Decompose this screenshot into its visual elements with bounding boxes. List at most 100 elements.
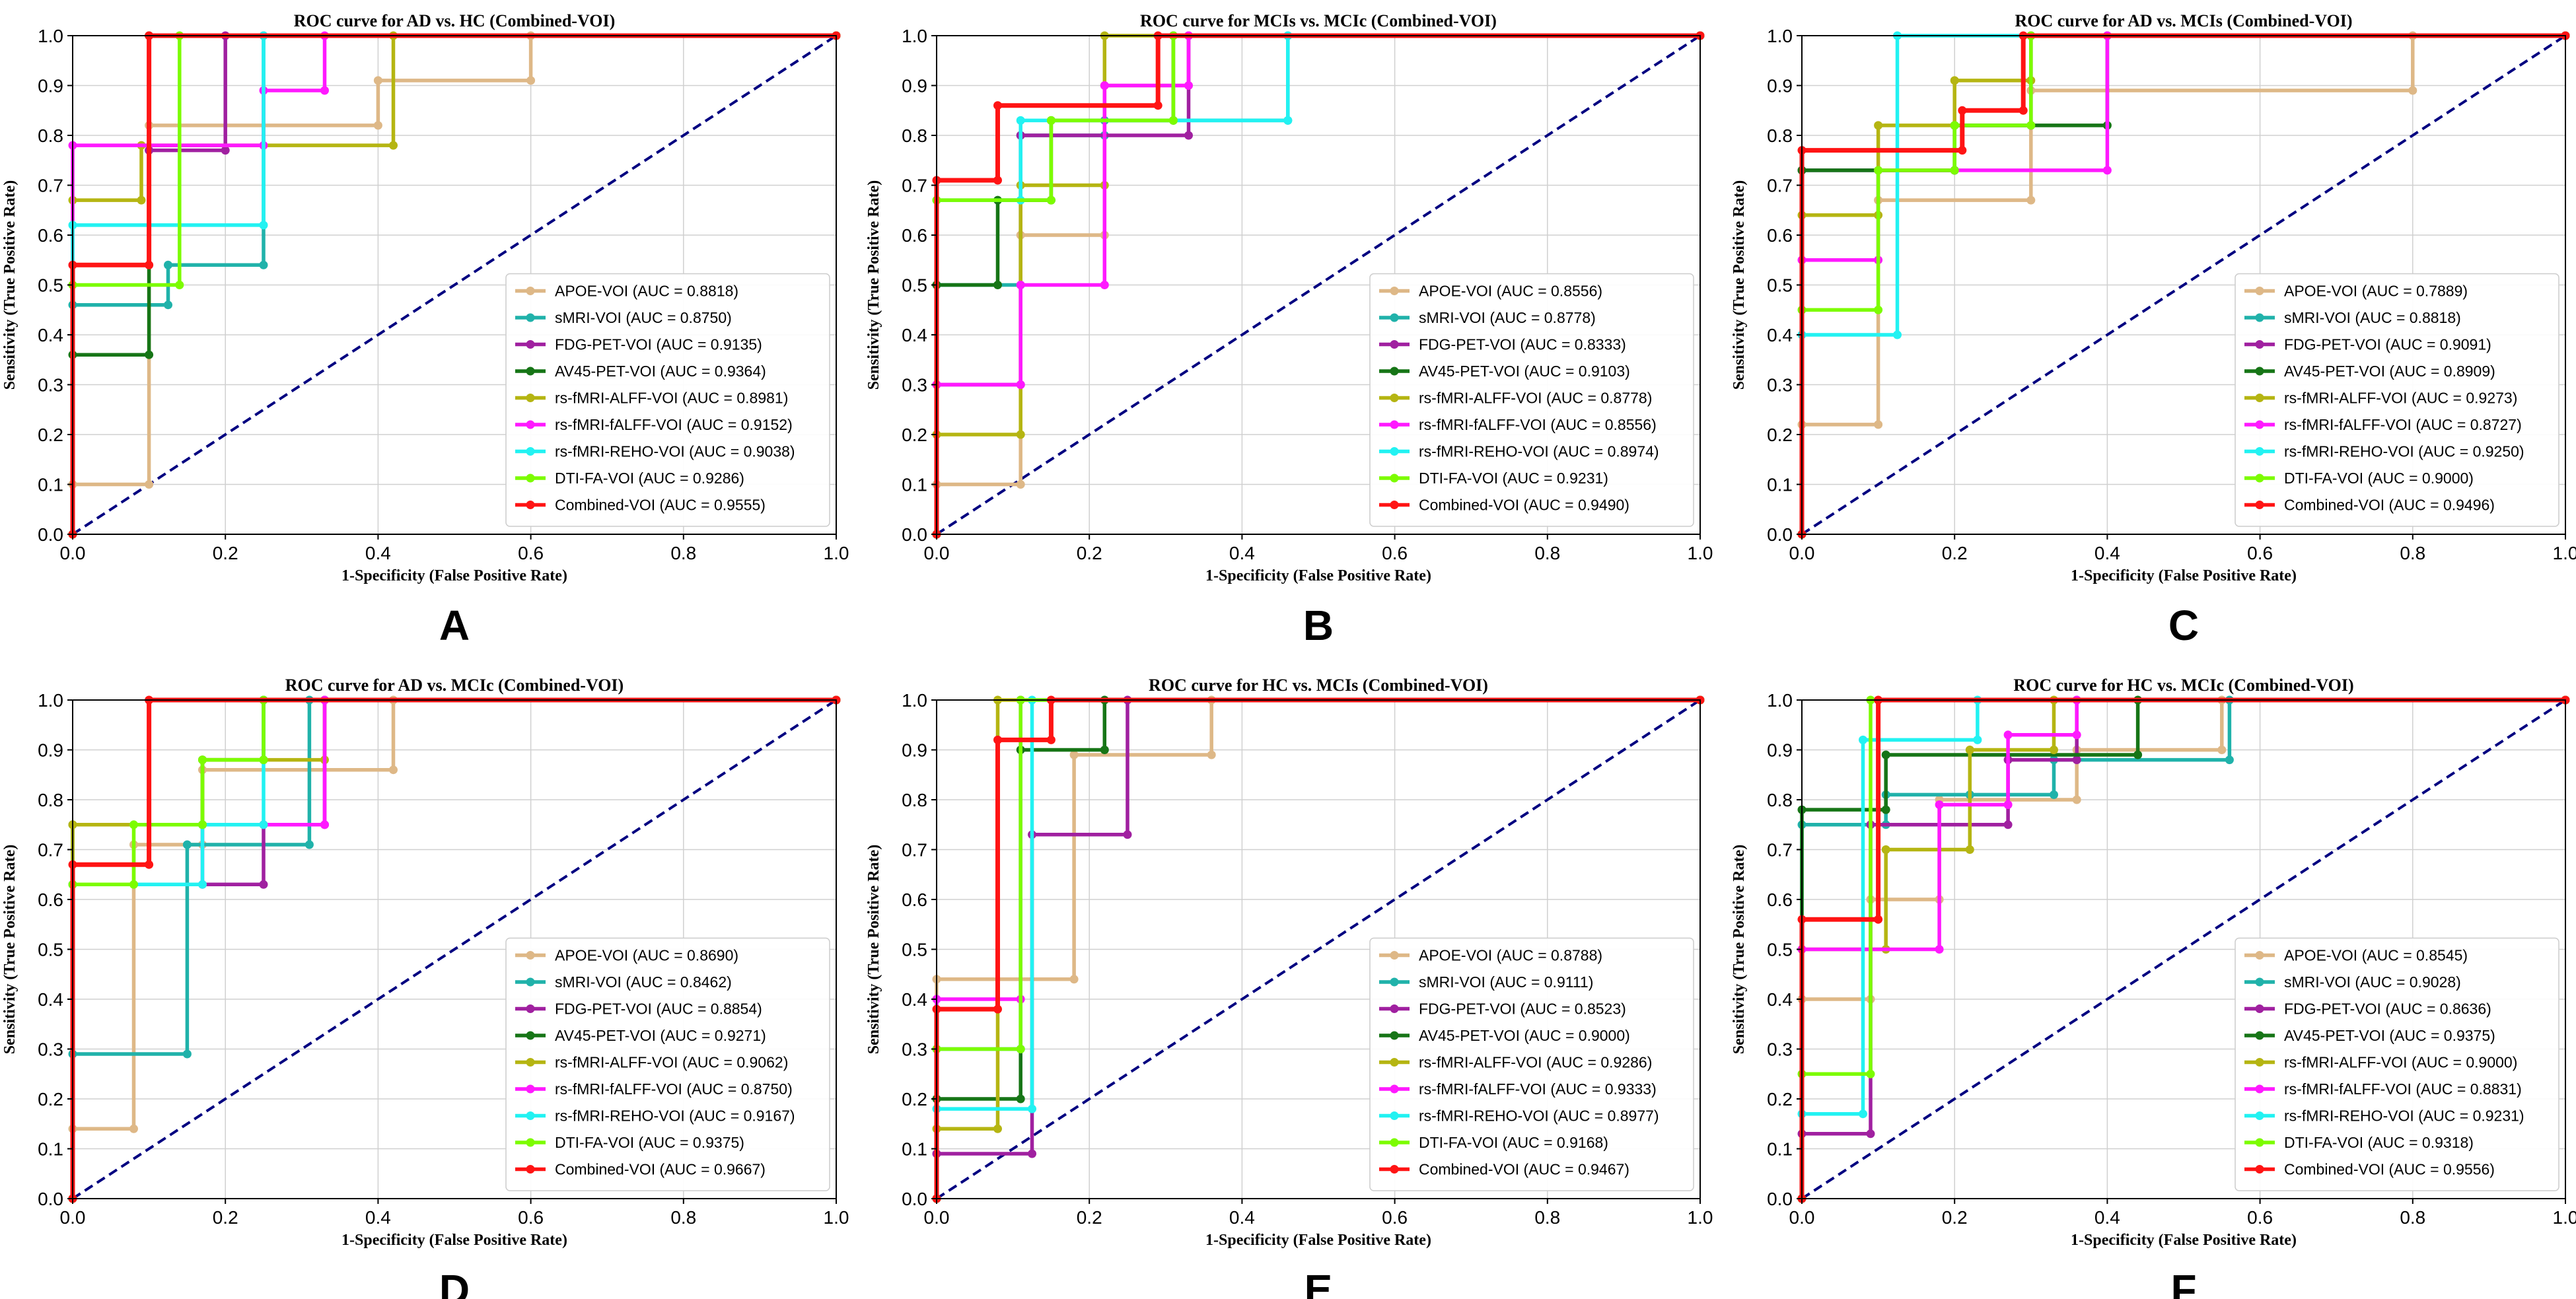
legend-entry: AV45-PET-VOI (AUC = 0.9375)	[2244, 1027, 2495, 1044]
legend-label: FDG-PET-VOI (AUC = 0.9091)	[2284, 336, 2491, 353]
legend-marker	[526, 1058, 535, 1067]
y-tick-label: 1.0	[902, 26, 927, 46]
legend-entry: DTI-FA-VOI (AUC = 0.9168)	[1379, 1134, 1608, 1151]
x-tick-label: 0.8	[1534, 543, 1560, 563]
roc-point	[2072, 730, 2081, 740]
legend-label: Combined-VOI (AUC = 0.9467)	[1419, 1161, 1629, 1178]
legend-marker	[2255, 1031, 2264, 1040]
legend-label: FDG-PET-VOI (AUC = 0.9135)	[555, 336, 762, 353]
roc-point	[182, 1049, 192, 1059]
y-tick-label: 1.0	[38, 26, 63, 46]
legend-entry: APOE-VOI (AUC = 0.8788)	[1379, 947, 1602, 964]
legend-label: rs-fMRI-ALFF-VOI (AUC = 0.8981)	[555, 390, 788, 407]
legend-entry: rs-fMRI-fALFF-VOI (AUC = 0.8750)	[515, 1080, 793, 1098]
legend-entry: sMRI-VOI (AUC = 0.8818)	[2244, 309, 2461, 326]
roc-point	[198, 755, 207, 765]
legend-marker	[2255, 1004, 2264, 1013]
roc-point	[1874, 166, 1883, 175]
legend-entry: Combined-VOI (AUC = 0.9496)	[2244, 497, 2495, 514]
roc-point	[1016, 281, 1025, 289]
legend-marker	[2255, 313, 2264, 322]
legend: APOE-VOI (AUC = 0.7889) sMRI-VOI (AUC = 0…	[2235, 273, 2559, 527]
legend-entry: FDG-PET-VOI (AUC = 0.9135)	[515, 336, 762, 353]
roc-point	[1016, 380, 1025, 389]
y-tick-label: 0.3	[1767, 1039, 1793, 1060]
y-tick-label: 0.0	[902, 524, 927, 545]
legend-marker	[526, 420, 535, 429]
y-axis-label: Sensitivity (True Positive Rate)	[1731, 845, 1748, 1055]
legend-label: rs-fMRI-ALFF-VOI (AUC = 0.8778)	[1419, 390, 1652, 407]
x-tick-label: 0.8	[1534, 1207, 1560, 1228]
roc-point	[1123, 830, 1132, 839]
roc-point	[389, 765, 398, 775]
legend-entry: sMRI-VOI (AUC = 0.8462)	[515, 973, 732, 991]
roc-point	[1866, 1069, 1875, 1078]
y-tick-label: 0.0	[902, 1189, 927, 1209]
roc-point	[198, 820, 207, 829]
roc-point	[1184, 131, 1193, 140]
legend-label: rs-fMRI-REHO-VOI (AUC = 0.9250)	[2284, 443, 2524, 460]
y-tick-label: 0.1	[1767, 475, 1793, 495]
y-tick-label: 0.3	[1767, 375, 1793, 396]
roc-point	[993, 1124, 1002, 1133]
roc-point	[259, 820, 268, 829]
roc-point	[145, 480, 154, 489]
legend-label: rs-fMRI-ALFF-VOI (AUC = 0.9000)	[2284, 1054, 2517, 1071]
y-tick-label: 0.8	[38, 125, 63, 146]
roc-point	[526, 76, 536, 85]
legend-entry: rs-fMRI-REHO-VOI (AUC = 0.9038)	[515, 443, 795, 460]
legend-entry: DTI-FA-VOI (AUC = 0.9231)	[1379, 470, 1608, 487]
legend-marker	[1390, 394, 1399, 402]
legend-label: DTI-FA-VOI (AUC = 0.9231)	[1419, 470, 1608, 487]
y-tick-label: 0.5	[902, 940, 927, 960]
legend-entry: rs-fMRI-fALFF-VOI (AUC = 0.8556)	[1379, 416, 1657, 433]
legend-label: DTI-FA-VOI (AUC = 0.9168)	[1419, 1134, 1608, 1151]
x-axis-label: 1-Specificity (False Positive Rate)	[1205, 1232, 1431, 1249]
x-tick-label: 1.0	[2553, 543, 2576, 563]
chance-diagonal	[71, 34, 838, 536]
x-axis-label: 1-Specificity (False Positive Rate)	[341, 567, 567, 584]
x-axis-label: 1-Specificity (False Positive Rate)	[1205, 567, 1431, 584]
y-tick-label: 0.1	[1767, 1139, 1793, 1160]
x-tick-label: 0.0	[924, 1207, 950, 1228]
x-tick-label: 1.0	[824, 543, 849, 563]
roc-point	[1100, 81, 1109, 90]
roc-point	[1874, 305, 1883, 314]
y-tick-label: 0.3	[38, 1039, 63, 1060]
legend-marker	[526, 1165, 535, 1174]
legend-entry: DTI-FA-VOI (AUC = 0.9318)	[2244, 1134, 2474, 1151]
roc-point	[1965, 845, 1974, 854]
legend-label: Combined-VOI (AUC = 0.9496)	[2284, 497, 2495, 514]
legend-label: sMRI-VOI (AUC = 0.9028)	[2284, 973, 2461, 991]
legend-label: AV45-PET-VOI (AUC = 0.9000)	[1419, 1027, 1630, 1044]
legend-entry: FDG-PET-VOI (AUC = 0.8333)	[1379, 336, 1626, 353]
roc-point	[1016, 430, 1025, 439]
roc-point	[2050, 746, 2058, 754]
panel-letter: C	[2168, 602, 2199, 649]
legend-entry: AV45-PET-VOI (AUC = 0.8909)	[2244, 363, 2495, 380]
legend-label: rs-fMRI-REHO-VOI (AUC = 0.8974)	[1419, 443, 1659, 460]
panel-title: ROC curve for AD vs. MCIs (Combined-VOI)	[2015, 11, 2352, 30]
legend-entry: Combined-VOI (AUC = 0.9490)	[1379, 497, 1629, 514]
roc-point	[221, 146, 230, 155]
roc-point	[373, 76, 382, 85]
roc-point	[993, 1004, 1002, 1014]
legend-entry: rs-fMRI-ALFF-VOI (AUC = 0.9062)	[515, 1054, 788, 1071]
legend-entry: Combined-VOI (AUC = 0.9555)	[515, 497, 766, 514]
legend-marker	[526, 340, 535, 349]
legend-marker	[2255, 287, 2264, 295]
legend-marker	[1390, 474, 1399, 483]
y-tick-label: 0.0	[1767, 1189, 1793, 1209]
x-tick-label: 0.6	[2247, 543, 2273, 563]
legend-entry: rs-fMRI-ALFF-VOI (AUC = 0.9000)	[2244, 1054, 2517, 1071]
roc-point	[2019, 106, 2028, 115]
legend-label: DTI-FA-VOI (AUC = 0.9318)	[2284, 1134, 2474, 1151]
legend-label: rs-fMRI-fALFF-VOI (AUC = 0.9333)	[1419, 1080, 1657, 1098]
roc-point	[1935, 945, 1944, 954]
legend-marker	[2255, 501, 2264, 509]
legend-entry: FDG-PET-VOI (AUC = 0.9091)	[2244, 336, 2491, 353]
roc-panel-b: 0.0 0.2 0.4 0.6 0.8 1.0 0.0 0.1 0.2 0.3 0.4 0.5 0.6 0…	[865, 11, 1713, 649]
legend-label: DTI-FA-VOI (AUC = 0.9286)	[555, 470, 744, 487]
roc-point	[1168, 116, 1178, 125]
